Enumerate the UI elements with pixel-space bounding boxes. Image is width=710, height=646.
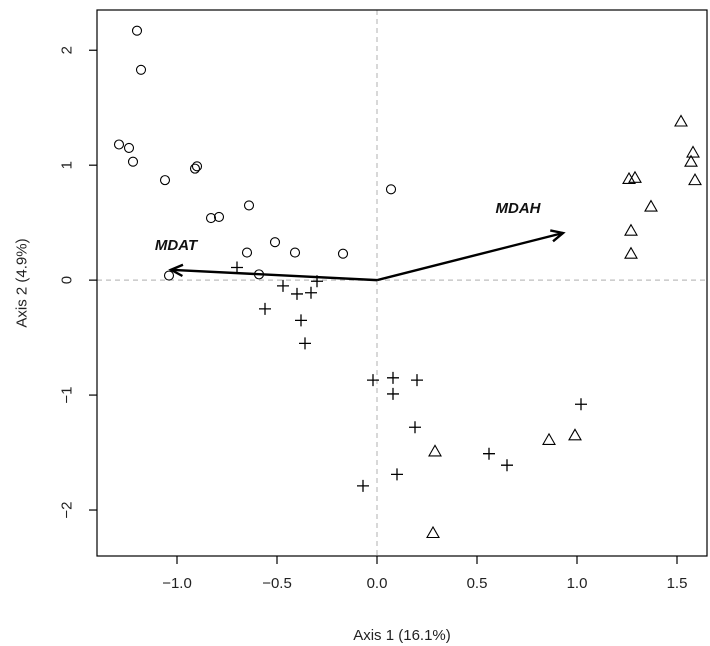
triangle-point <box>624 246 638 259</box>
triangle-point <box>628 170 642 183</box>
circle-point <box>163 270 175 281</box>
vector-arrowhead <box>550 229 566 243</box>
circle-point <box>337 248 349 259</box>
triangle-point <box>622 171 636 185</box>
circle-point <box>269 237 281 248</box>
vector-label-mdat: MDAT <box>155 237 199 254</box>
data-points <box>113 25 702 539</box>
plus-point <box>387 387 399 400</box>
y-tick-label: −2 <box>59 501 76 518</box>
plus-point <box>409 421 421 434</box>
circle-point <box>241 247 253 258</box>
plus-point <box>291 287 303 300</box>
plus-point <box>259 302 271 315</box>
y-tick-label: 1 <box>59 161 76 169</box>
triangle-point <box>568 428 582 441</box>
circle-point <box>189 163 201 174</box>
plus-point <box>575 398 587 411</box>
y-axis: −2 −1 0 1 2 <box>59 46 97 519</box>
x-axis: −1.0 −0.5 0.0 0.5 1.0 1.5 <box>162 556 687 592</box>
circle-point <box>191 161 203 172</box>
biplot-vectors: MDAH MDAT <box>155 200 566 282</box>
circle-point <box>385 184 397 195</box>
vector-label-mdah: MDAH <box>496 200 542 217</box>
circle-point <box>131 25 143 36</box>
plus-point <box>231 261 243 274</box>
y-tick-label: −1 <box>59 387 76 404</box>
plus-point <box>411 374 423 387</box>
plus-point <box>295 314 307 327</box>
triangle-point <box>542 432 556 445</box>
circle-point <box>159 175 171 186</box>
plus-point <box>299 337 311 350</box>
plus-point <box>277 279 289 292</box>
y-axis-title: Axis 2 (4.9%) <box>14 238 31 327</box>
triangle-point <box>624 223 638 236</box>
circle-point <box>213 211 225 222</box>
x-tick-label: 0.5 <box>467 575 488 592</box>
plot-frame <box>96 9 708 557</box>
circle-point <box>113 139 125 150</box>
vector-mdah <box>376 231 564 282</box>
vector-mdat <box>170 268 378 282</box>
circle-point <box>135 64 147 75</box>
y-tick-label: 2 <box>59 46 76 54</box>
x-tick-label: 0.0 <box>367 575 388 592</box>
circle-point <box>127 156 139 167</box>
triangle-point <box>426 525 440 539</box>
plus-point <box>391 468 403 481</box>
x-axis-title: Axis 1 (16.1%) <box>353 627 451 644</box>
triangle-point <box>428 444 442 457</box>
plus-point <box>367 374 379 387</box>
plus-point <box>501 459 513 472</box>
plus-point <box>357 479 369 492</box>
plus-point <box>483 447 495 460</box>
x-tick-label: 1.0 <box>567 575 588 592</box>
circle-point <box>205 213 217 224</box>
vector-arrowhead <box>168 263 184 278</box>
x-tick-label: 1.5 <box>667 575 688 592</box>
plus-point <box>305 286 317 299</box>
triangle-point <box>688 173 702 186</box>
x-tick-label: −1.0 <box>162 575 192 592</box>
triangle-point <box>674 114 688 127</box>
plus-point <box>387 371 399 384</box>
circle-point <box>123 142 135 153</box>
triangle-point <box>686 145 700 158</box>
y-tick-label: 0 <box>59 276 76 284</box>
circle-point <box>289 247 301 258</box>
triangle-point <box>644 199 658 212</box>
x-tick-label: −0.5 <box>262 575 292 592</box>
circle-point <box>243 200 255 211</box>
triangle-point <box>684 154 698 167</box>
reference-lines <box>97 10 707 556</box>
